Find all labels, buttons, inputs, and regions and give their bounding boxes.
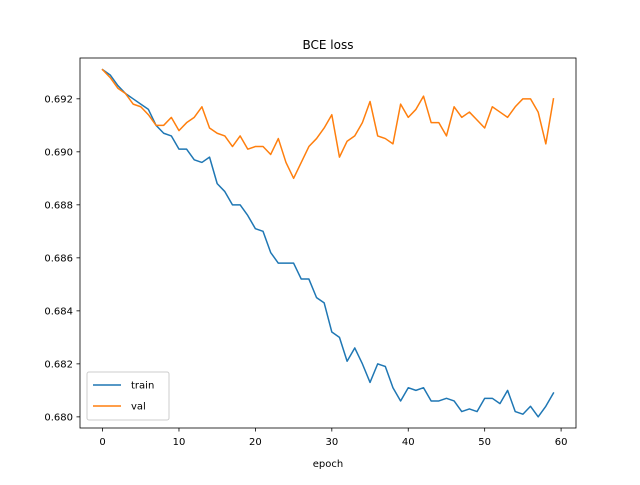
x-tick-label: 0 (99, 437, 105, 448)
legend-label-train: train (131, 381, 154, 392)
y-tick-label: 0.688 (44, 200, 73, 211)
y-tick-label: 0.690 (44, 147, 73, 158)
tick-layer: 0 10 20 30 40 50 60 0.680 0.682 0.684 0.686 0.688 0.… (44, 94, 567, 448)
y-tick-label: 0.680 (44, 412, 73, 423)
axes-frame (79, 57, 577, 429)
series-layer (101, 68, 555, 418)
series-line-val (101, 68, 555, 180)
y-tick-label: 0.684 (44, 306, 73, 317)
y-tick-label: 0.686 (44, 253, 73, 264)
y-tick-label: 0.692 (44, 94, 73, 105)
x-tick-label: 50 (478, 437, 491, 448)
y-tick-label: 0.682 (44, 359, 73, 370)
series-line-train (101, 68, 555, 418)
axes-background (80, 58, 576, 428)
legend-label-val: val (131, 402, 146, 413)
x-axis-label: epoch (313, 459, 343, 470)
x-tick-label: 10 (173, 437, 186, 448)
plot-area (80, 58, 576, 428)
x-tick-label: 30 (325, 437, 338, 448)
x-tick-label: 60 (555, 437, 568, 448)
legend-box (86, 371, 170, 421)
x-tick-label: 20 (249, 437, 262, 448)
chart-title: BCE loss (303, 38, 354, 52)
x-tick-label: 40 (402, 437, 415, 448)
legend: train val (86, 371, 170, 421)
